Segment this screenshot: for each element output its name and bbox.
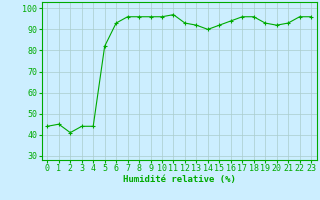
X-axis label: Humidité relative (%): Humidité relative (%) [123, 175, 236, 184]
